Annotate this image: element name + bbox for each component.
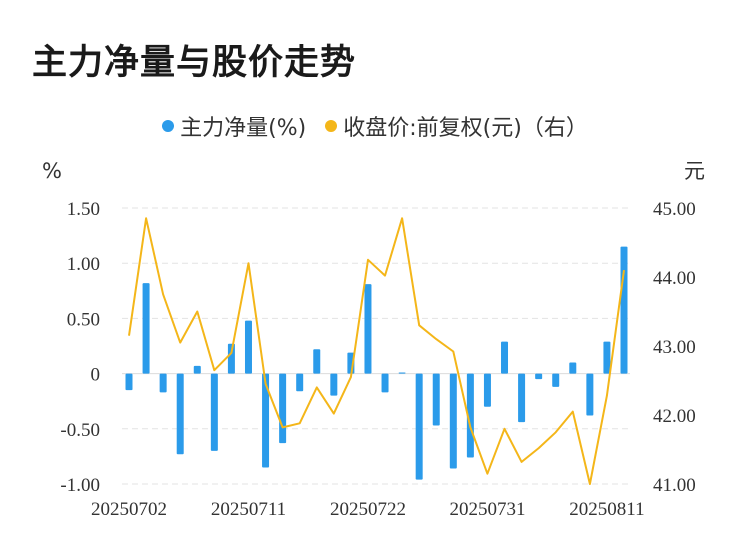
right-axis-unit: 元 (684, 159, 705, 183)
bar (176, 373, 184, 455)
bar (381, 373, 389, 393)
right-tick-label: 41.00 (653, 475, 696, 496)
bar (398, 372, 406, 374)
x-tick-label: 20250711 (211, 499, 286, 520)
bar (244, 320, 252, 374)
left-tick-label: 0 (91, 365, 101, 386)
chart-title: 主力净量与股价走势 (32, 43, 357, 83)
left-tick-label: 1.00 (67, 254, 100, 275)
bar (330, 373, 338, 396)
right-tick-label: 42.00 (653, 406, 696, 427)
bar (432, 373, 440, 426)
legend-bar-dot-icon (162, 120, 175, 132)
x-tick-label: 20250722 (330, 499, 406, 520)
right-tick-label: 43.00 (653, 337, 696, 358)
bar (296, 373, 304, 392)
bar (262, 373, 270, 468)
bar (279, 373, 287, 444)
bar (193, 365, 201, 374)
price-line (128, 217, 625, 485)
bar (552, 373, 560, 387)
bar (569, 362, 577, 374)
x-tick-label: 20250811 (569, 499, 644, 520)
legend-bar-label: 主力净量(%) (180, 116, 307, 141)
legend-item-bar[interactable]: 主力净量(%) (162, 110, 306, 142)
legend-item-line[interactable]: 收盘价:前复权(元)（右） (325, 110, 588, 142)
bar (227, 343, 235, 374)
bar (415, 373, 423, 480)
bar-series (125, 246, 628, 480)
legend-line-dot-icon (325, 120, 338, 132)
bar (210, 373, 218, 451)
left-tick-label: -1.00 (60, 475, 100, 496)
bar (364, 284, 372, 374)
right-tick-label: 45.00 (653, 199, 696, 220)
bar (483, 373, 491, 407)
left-tick-label: 0.50 (67, 309, 100, 330)
bar (501, 341, 509, 374)
bar (586, 373, 594, 416)
left-tick-label: 1.50 (67, 199, 100, 220)
line-series (128, 217, 625, 485)
bar (603, 341, 611, 374)
axes: 1.50 1.00 0.50 0 -0.50 -1.00 45.00 44.00 43.00 42… (42, 159, 705, 520)
bar (535, 373, 543, 380)
bar (159, 373, 167, 393)
left-axis-unit: % (42, 159, 62, 183)
legend: 主力净量(%) 收盘价:前复权(元)（右） (0, 110, 750, 142)
left-tick-label: -0.50 (60, 420, 100, 441)
bar (142, 283, 150, 374)
x-tick-label: 20250702 (91, 499, 167, 520)
right-tick-label: 44.00 (653, 268, 696, 289)
grid-lines (122, 207, 630, 485)
bar (620, 246, 628, 374)
bar (466, 373, 474, 458)
x-tick-label: 20250731 (449, 499, 525, 520)
bar (125, 373, 133, 391)
legend-line-label: 收盘价:前复权(元)（右） (343, 116, 588, 141)
bar (313, 349, 321, 374)
bar (449, 373, 457, 469)
bar (518, 373, 526, 423)
